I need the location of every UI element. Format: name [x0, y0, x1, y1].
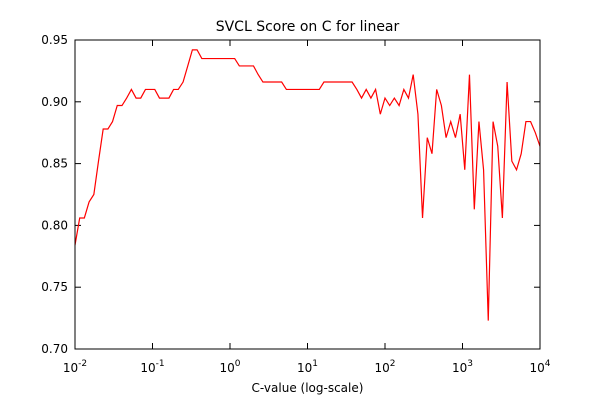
x-tick-base: 10	[452, 361, 467, 375]
y-tick-label: 0.80	[41, 218, 68, 232]
y-tick-label: 0.85	[41, 157, 68, 171]
x-tick-base: 10	[374, 361, 389, 375]
data-line	[74, 49, 541, 321]
x-tick-exponent: -1	[156, 359, 165, 369]
x-axis-label: C-value (log-scale)	[252, 381, 364, 395]
x-tick-label: 102	[374, 359, 395, 375]
y-tick-label: 0.75	[41, 280, 68, 294]
x-tick-base: 10	[219, 361, 234, 375]
y-tick-label: 0.95	[41, 33, 68, 47]
x-tick-label: 104	[529, 359, 550, 375]
x-tick-base: 10	[140, 361, 155, 375]
x-tick-label: 10-1	[140, 359, 164, 375]
x-tick-base: 10	[529, 361, 544, 375]
x-tick-label: 10-2	[63, 359, 87, 375]
x-tick-label: 103	[452, 359, 473, 375]
x-tick-base: 10	[63, 361, 78, 375]
x-tick-base: 10	[297, 361, 312, 375]
y-tick-label: 0.70	[41, 342, 68, 356]
chart-title: SVCL Score on C for linear	[216, 19, 400, 35]
y-tick-label: 0.90	[41, 95, 68, 109]
x-tick-exponent: -2	[78, 359, 87, 369]
x-tick-exponent: 4	[545, 359, 551, 369]
x-tick-exponent: 3	[467, 359, 473, 369]
x-tick-exponent: 0	[235, 359, 241, 369]
plot-frame	[74, 39, 541, 350]
x-tick-label: 100	[219, 359, 240, 375]
x-tick-label: 101	[297, 359, 318, 375]
x-tick-exponent: 2	[390, 359, 396, 369]
x-tick-exponent: 1	[312, 359, 318, 369]
